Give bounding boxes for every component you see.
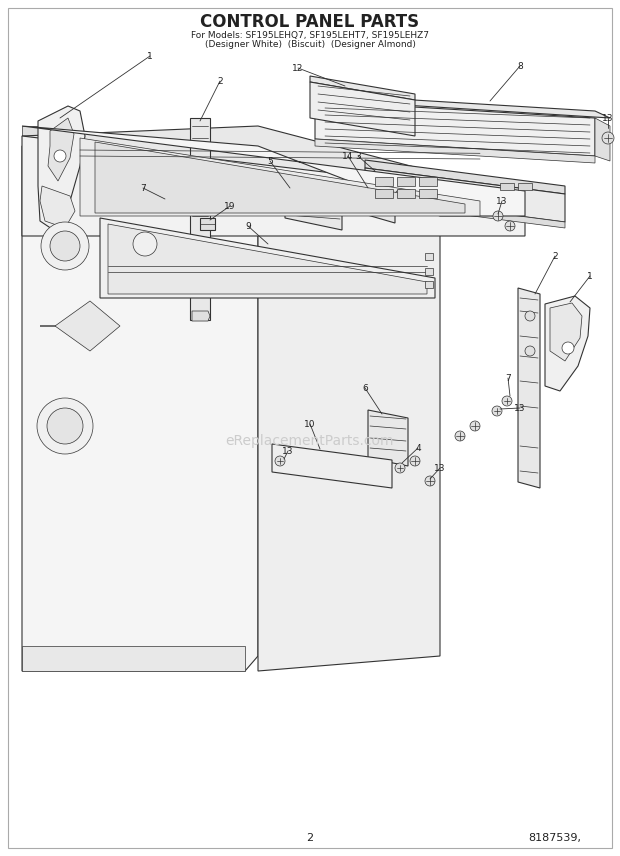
Text: 2: 2 [217,76,223,86]
Polygon shape [310,76,415,100]
Polygon shape [315,94,610,118]
Bar [425,253,433,260]
Circle shape [470,421,480,431]
Circle shape [425,476,435,486]
Polygon shape [40,186,75,228]
Circle shape [37,398,93,454]
Text: 8187539,: 8187539, [528,833,582,843]
Circle shape [133,232,157,256]
Circle shape [505,221,515,231]
Text: 13: 13 [496,197,508,205]
Circle shape [50,231,80,261]
Bar [425,268,433,275]
Text: 7: 7 [140,183,146,193]
Bar [375,177,393,186]
Text: 7: 7 [505,373,511,383]
Circle shape [562,342,574,354]
Polygon shape [38,106,85,231]
Polygon shape [315,101,595,156]
Circle shape [41,222,89,270]
Circle shape [395,190,405,200]
Circle shape [47,408,83,444]
Circle shape [54,150,66,162]
Polygon shape [108,224,427,294]
Bar [425,281,433,288]
Polygon shape [315,139,595,163]
Polygon shape [272,444,392,488]
Polygon shape [80,138,480,216]
Text: (Designer White)  (Biscuit)  (Designer Almond): (Designer White) (Biscuit) (Designer Alm… [205,39,415,49]
Polygon shape [368,410,408,466]
Text: 2: 2 [306,833,314,843]
Polygon shape [285,184,342,230]
Text: 1: 1 [587,271,593,281]
Polygon shape [595,118,610,161]
Polygon shape [22,126,525,216]
Polygon shape [550,303,582,361]
Text: 6: 6 [362,383,368,393]
Polygon shape [22,136,525,236]
Polygon shape [200,218,215,230]
Circle shape [525,346,535,356]
Polygon shape [22,646,245,671]
Text: 13: 13 [434,463,446,473]
Text: 19: 19 [224,201,236,211]
Polygon shape [365,160,565,194]
Polygon shape [192,311,210,321]
Polygon shape [518,288,540,488]
Bar [375,189,393,198]
Text: 13: 13 [514,403,526,413]
Bar [397,189,415,198]
Text: CONTROL PANEL PARTS: CONTROL PANEL PARTS [200,13,420,31]
Polygon shape [350,178,395,223]
Polygon shape [22,126,525,216]
Bar [500,183,514,190]
Polygon shape [258,146,440,671]
Circle shape [275,456,285,466]
Text: For Models: SF195LEHQ7, SF195LEHT7, SF195LEHZ7: For Models: SF195LEHQ7, SF195LEHT7, SF19… [191,31,429,39]
Text: 13: 13 [602,114,614,122]
Bar [397,177,415,186]
Text: 2: 2 [552,252,558,260]
Polygon shape [95,142,465,213]
Polygon shape [48,118,74,181]
Polygon shape [365,168,565,222]
Polygon shape [22,126,45,136]
Polygon shape [40,301,120,351]
Text: eReplacementParts.com: eReplacementParts.com [226,434,394,448]
Circle shape [525,311,535,321]
Text: 12: 12 [292,63,304,73]
Polygon shape [365,196,565,228]
Bar [518,183,532,190]
Polygon shape [545,296,590,391]
Circle shape [395,463,405,473]
Text: 5: 5 [267,157,273,165]
Bar [419,189,437,198]
Bar [419,177,437,186]
Circle shape [455,431,465,441]
Polygon shape [310,82,415,136]
Text: 10: 10 [304,419,316,429]
Text: 4: 4 [415,443,421,453]
Circle shape [493,211,503,221]
Polygon shape [190,118,210,320]
Circle shape [602,132,614,144]
Text: 3: 3 [355,152,361,161]
Polygon shape [100,218,435,298]
Text: 13: 13 [282,447,294,455]
Text: 8: 8 [517,62,523,70]
Text: 9: 9 [245,222,251,230]
Polygon shape [22,136,258,146]
Circle shape [502,396,512,406]
Text: 1: 1 [147,51,153,61]
Text: 14: 14 [342,152,353,161]
Polygon shape [22,146,258,671]
Circle shape [170,194,180,204]
Circle shape [410,456,420,466]
Circle shape [492,406,502,416]
